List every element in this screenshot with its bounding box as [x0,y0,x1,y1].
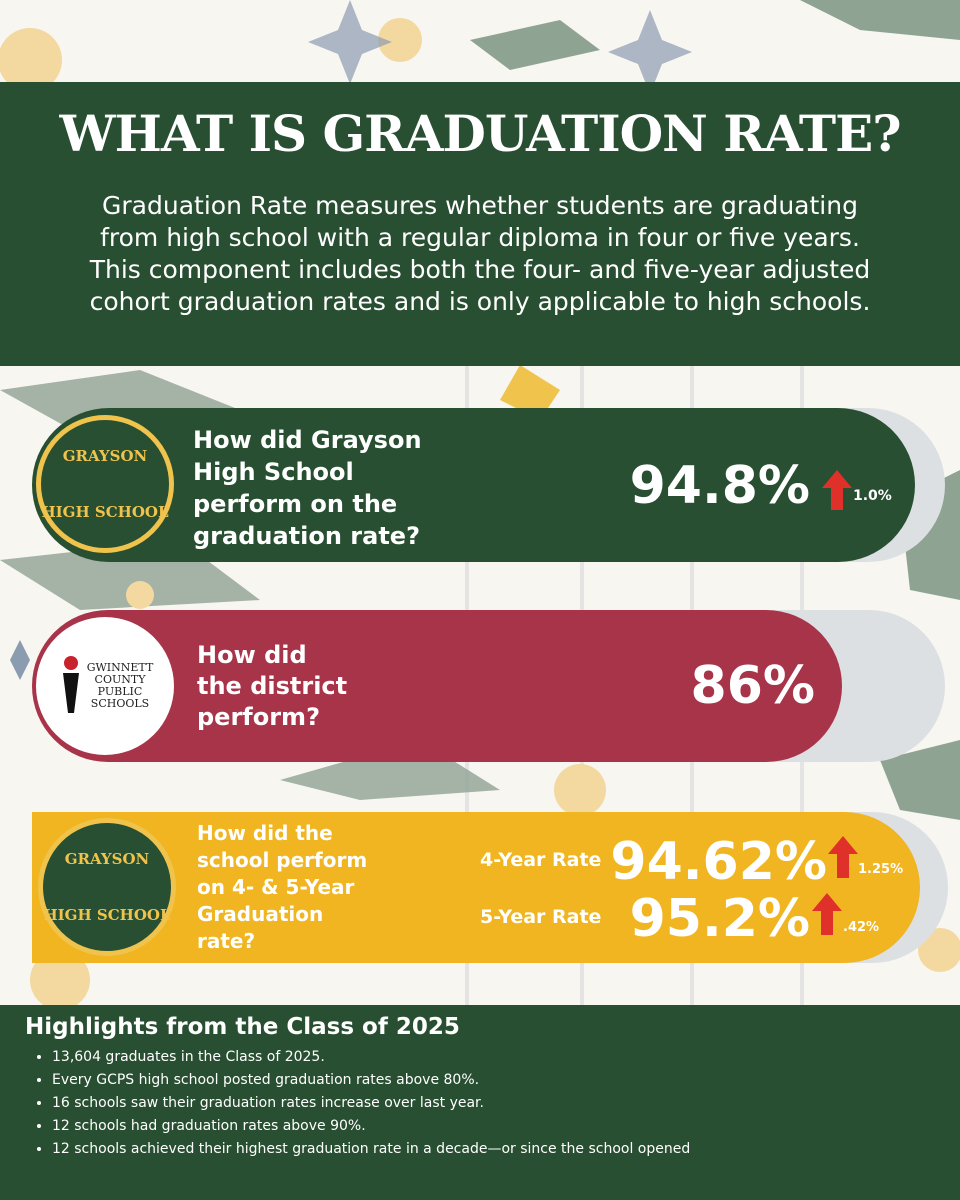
school-logo: GRAYSON HIGH SCHOOL [36,415,174,553]
logo-text: GWINNETT [86,661,154,674]
rates-card [32,812,920,963]
page-title: WHAT IS GRADUATION RATE? [59,104,902,163]
district-logo: GWINNETT COUNTY PUBLIC SCHOOLS [36,617,174,755]
question-line: How did [197,641,307,669]
question-line: school perform [197,848,368,872]
up-arrow [828,836,858,878]
question-line: the district [197,672,348,700]
up-arrow [812,893,842,935]
rate-change: .42% [843,920,880,935]
logo-text: PUBLIC [97,685,143,698]
highlights-list: 13,604 graduates in the Class of 2025. E… [32,1046,690,1161]
highlight-item: 12 schools had graduation rates above 90… [52,1115,690,1138]
highlight-item: 13,604 graduates in the Class of 2025. [52,1046,690,1069]
up-arrow [822,470,852,510]
question-line: High School [193,458,354,486]
logo-text: GRAYSON [64,850,150,868]
description-line: cohort graduation rates and is only appl… [89,287,871,316]
question-line: How did Grayson [193,426,422,454]
logo-text: COUNTY [94,673,146,686]
question-line: Graduation [197,902,324,926]
question-line: on 4- & 5-Year [197,875,355,899]
highlights-band [0,1005,960,1200]
highlights-title: Highlights from the Class of 2025 [25,1014,460,1040]
school-card [32,408,915,562]
logo-text: GRAYSON [62,447,148,465]
description: Graduation Rate measures whether student… [0,190,960,318]
question-line: How did the [197,821,333,845]
question: How did the school perform on 4- & 5-Yea… [197,820,367,955]
description-line: This component includes both the four- a… [89,255,871,284]
highlight-item: Every GCPS high school posted graduation… [52,1069,690,1092]
question-line: perform? [197,703,320,731]
highlight-item: 12 schools achieved their highest gradua… [52,1138,690,1161]
rate-value: 95.2% [629,889,810,949]
value: 86% [690,656,815,716]
header-band [0,82,960,366]
school-logo: GRAYSON HIGH SCHOOL [38,818,176,956]
rate-label: 5-Year Rate [480,906,602,928]
torch-icon [63,656,79,713]
highlight-item: 16 schools saw their graduation rates in… [52,1092,690,1115]
rate-change: 1.25% [858,862,904,877]
logo-text: HIGH SCHOOL [43,906,171,924]
change: 1.0% [853,488,892,504]
value: 94.8% [629,456,810,516]
question: How did the district perform? [197,640,347,733]
question: How did Grayson High School perform on t… [193,424,422,552]
question-line: rate? [197,929,256,953]
rate-label: 4-Year Rate [480,849,602,871]
description-line: Graduation Rate measures whether student… [102,191,858,220]
logo-text: SCHOOLS [90,697,150,710]
logo-text: HIGH SCHOOL [41,503,169,521]
rate-value: 94.62% [610,832,827,892]
question-line: perform on the [193,490,398,518]
question-line: graduation rate? [193,522,421,550]
description-line: from high school with a regular diploma … [100,223,860,252]
